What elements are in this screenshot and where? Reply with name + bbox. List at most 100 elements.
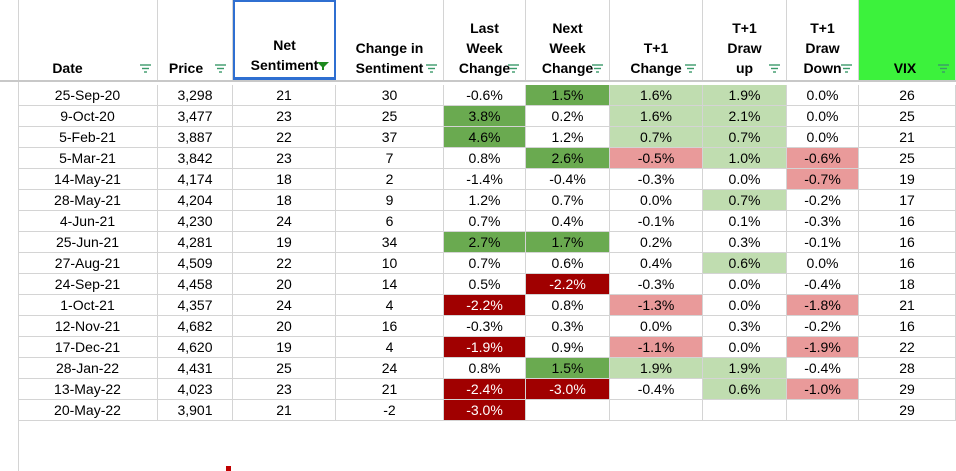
cell-t1d[interactable]: -0.7%: [787, 169, 859, 190]
cell-t1d[interactable]: 0.0%: [787, 85, 859, 106]
cell-t1c[interactable]: -1.3%: [610, 295, 703, 316]
cell-lw[interactable]: -1.4%: [444, 169, 526, 190]
cell-price[interactable]: 4,174: [158, 169, 233, 190]
cell-chg[interactable]: 2: [336, 169, 444, 190]
cell-vix[interactable]: 21: [859, 295, 956, 316]
cell-date[interactable]: 13-May-22: [18, 379, 158, 400]
cell-t1u[interactable]: 0.6%: [703, 253, 787, 274]
cell-lw[interactable]: 4.6%: [444, 127, 526, 148]
cell-price[interactable]: 3,887: [158, 127, 233, 148]
cell-price[interactable]: 3,477: [158, 106, 233, 127]
cell-t1c[interactable]: 1.6%: [610, 85, 703, 106]
filter-dropdown-icon[interactable]: [684, 64, 698, 74]
cell-t1u[interactable]: 0.7%: [703, 127, 787, 148]
cell-t1d[interactable]: -1.9%: [787, 337, 859, 358]
column-header-lw[interactable]: Last Week Change: [444, 0, 526, 80]
cell-chg[interactable]: 37: [336, 127, 444, 148]
cell-t1c[interactable]: 1.6%: [610, 106, 703, 127]
cell-lw[interactable]: 1.2%: [444, 190, 526, 211]
cell-nw[interactable]: 1.5%: [526, 358, 610, 379]
cell-net[interactable]: 22: [233, 127, 336, 148]
cell-vix[interactable]: 22: [859, 337, 956, 358]
cell-price[interactable]: 4,458: [158, 274, 233, 295]
cell-net[interactable]: 21: [233, 85, 336, 106]
cell-price[interactable]: 4,230: [158, 211, 233, 232]
cell-t1u[interactable]: 0.1%: [703, 211, 787, 232]
cell-t1u[interactable]: 1.0%: [703, 148, 787, 169]
cell-vix[interactable]: 26: [859, 85, 956, 106]
cell-chg[interactable]: 24: [336, 358, 444, 379]
cell-t1c[interactable]: -0.3%: [610, 169, 703, 190]
cell-nw[interactable]: 0.2%: [526, 106, 610, 127]
cell-vix[interactable]: 29: [859, 400, 956, 421]
cell-date[interactable]: 5-Mar-21: [18, 148, 158, 169]
cell-nw[interactable]: -2.2%: [526, 274, 610, 295]
cell-date[interactable]: 20-May-22: [18, 400, 158, 421]
cell-nw[interactable]: -0.4%: [526, 169, 610, 190]
cell-vix[interactable]: 25: [859, 148, 956, 169]
cell-t1u[interactable]: 0.3%: [703, 316, 787, 337]
cell-chg[interactable]: 9: [336, 190, 444, 211]
cell-date[interactable]: 1-Oct-21: [18, 295, 158, 316]
cell-t1d[interactable]: -0.1%: [787, 232, 859, 253]
cell-t1u[interactable]: 1.9%: [703, 85, 787, 106]
cell-nw[interactable]: 2.6%: [526, 148, 610, 169]
cell-net[interactable]: 18: [233, 169, 336, 190]
cell-lw[interactable]: -2.2%: [444, 295, 526, 316]
column-header-net[interactable]: Net Sentiment: [233, 0, 336, 80]
cell-chg[interactable]: 34: [336, 232, 444, 253]
filter-active-funnel-icon[interactable]: [316, 61, 330, 71]
cell-chg[interactable]: 30: [336, 85, 444, 106]
cell-t1u[interactable]: 0.0%: [703, 274, 787, 295]
cell-lw[interactable]: -1.9%: [444, 337, 526, 358]
cell-t1c[interactable]: -0.3%: [610, 274, 703, 295]
cell-lw[interactable]: -0.6%: [444, 85, 526, 106]
cell-t1d[interactable]: 0.0%: [787, 253, 859, 274]
cell-date[interactable]: 17-Dec-21: [18, 337, 158, 358]
cell-net[interactable]: 19: [233, 232, 336, 253]
cell-lw[interactable]: -2.4%: [444, 379, 526, 400]
cell-net[interactable]: 24: [233, 295, 336, 316]
cell-chg[interactable]: 4: [336, 295, 444, 316]
cell-net[interactable]: 23: [233, 379, 336, 400]
cell-net[interactable]: 25: [233, 358, 336, 379]
cell-vix[interactable]: 21: [859, 127, 956, 148]
filter-dropdown-icon[interactable]: [840, 64, 854, 74]
cell-date[interactable]: 28-Jan-22: [18, 358, 158, 379]
cell-date[interactable]: 9-Oct-20: [18, 106, 158, 127]
cell-price[interactable]: 4,204: [158, 190, 233, 211]
cell-t1u[interactable]: 0.3%: [703, 232, 787, 253]
cell-price[interactable]: 4,281: [158, 232, 233, 253]
cell-date[interactable]: 27-Aug-21: [18, 253, 158, 274]
cell-lw[interactable]: 0.7%: [444, 211, 526, 232]
cell-t1d[interactable]: -0.2%: [787, 190, 859, 211]
column-header-date[interactable]: Date: [18, 0, 158, 80]
cell-price[interactable]: 3,842: [158, 148, 233, 169]
cell-nw[interactable]: 1.5%: [526, 85, 610, 106]
cell-nw[interactable]: [526, 400, 610, 421]
cell-net[interactable]: 19: [233, 337, 336, 358]
cell-t1c[interactable]: 0.0%: [610, 316, 703, 337]
cell-t1u[interactable]: 0.0%: [703, 337, 787, 358]
cell-nw[interactable]: 0.4%: [526, 211, 610, 232]
filter-dropdown-icon[interactable]: [768, 64, 782, 74]
cell-t1d[interactable]: [787, 400, 859, 421]
cell-t1d[interactable]: -0.4%: [787, 274, 859, 295]
cell-t1d[interactable]: 0.0%: [787, 127, 859, 148]
filter-dropdown-icon[interactable]: [591, 64, 605, 74]
cell-date[interactable]: 5-Feb-21: [18, 127, 158, 148]
cell-nw[interactable]: -3.0%: [526, 379, 610, 400]
cell-price[interactable]: 4,023: [158, 379, 233, 400]
cell-t1c[interactable]: 0.2%: [610, 232, 703, 253]
cell-t1c[interactable]: 1.9%: [610, 358, 703, 379]
column-header-t1c[interactable]: T+1 Change: [610, 0, 703, 80]
cell-lw[interactable]: 2.7%: [444, 232, 526, 253]
filter-dropdown-icon[interactable]: [507, 64, 521, 74]
cell-price[interactable]: 4,357: [158, 295, 233, 316]
cell-chg[interactable]: 14: [336, 274, 444, 295]
cell-t1d[interactable]: -0.4%: [787, 358, 859, 379]
cell-lw[interactable]: -0.3%: [444, 316, 526, 337]
cell-chg[interactable]: 16: [336, 316, 444, 337]
cell-price[interactable]: 4,682: [158, 316, 233, 337]
cell-price[interactable]: 3,901: [158, 400, 233, 421]
